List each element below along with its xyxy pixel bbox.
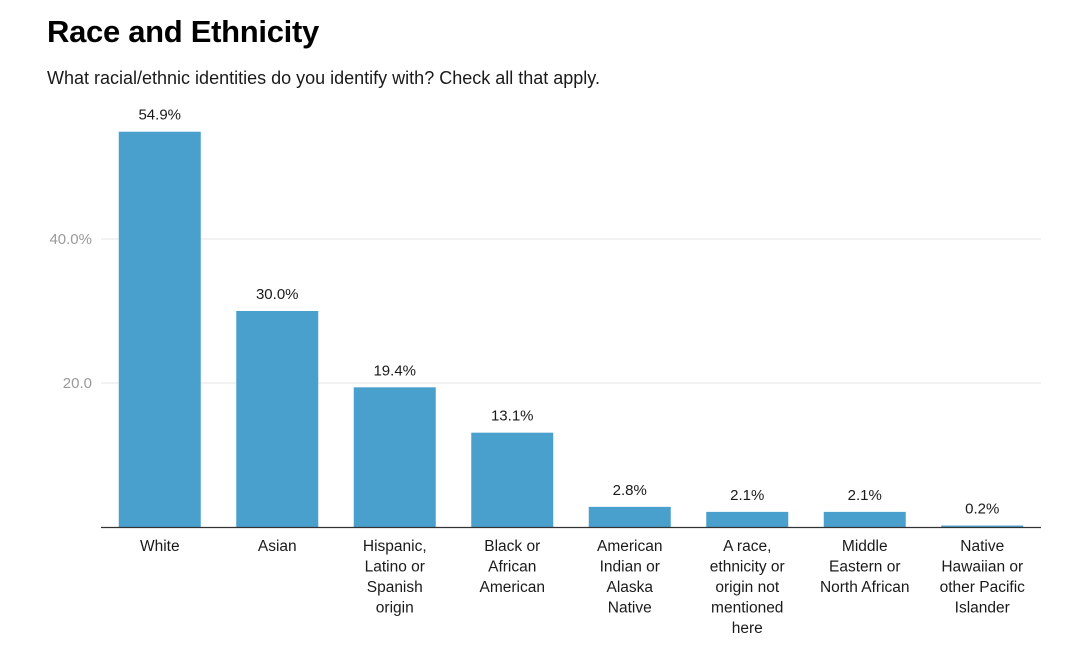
bar [118, 131, 201, 527]
bar [823, 511, 906, 527]
category-label-line: origin not [715, 579, 779, 596]
category-label-line: ethnicity or [710, 559, 785, 576]
category-label-line: Eastern or [829, 559, 901, 576]
category-label-line: Native [608, 600, 652, 617]
y-tick-label: 40.0% [49, 231, 92, 248]
category-label: Black or African American [480, 538, 545, 596]
bar [941, 525, 1024, 527]
bars [118, 131, 1024, 527]
category-label-line: North African [820, 579, 910, 596]
bar [471, 432, 554, 527]
bar [236, 311, 319, 527]
bar [588, 506, 671, 527]
category-label-line: American [597, 538, 662, 555]
category-label: Hispanic, Latino or Spanish origin [363, 538, 427, 617]
category-label-line: A race, [723, 538, 771, 555]
data-label: 30.0% [256, 286, 299, 303]
category-label-line: Hawaiian or [941, 559, 1023, 576]
category-label-line: here [732, 620, 763, 637]
category-label-line: White [140, 538, 180, 555]
data-label: 0.2% [965, 501, 999, 518]
category-label-line: Asian [258, 538, 297, 555]
category-label: Native Hawaiian or other Pacific Islander [940, 538, 1026, 617]
data-label: 2.1% [730, 487, 764, 504]
category-label-line: African [488, 559, 536, 576]
bar [353, 387, 436, 527]
category-label-line: Latino or [365, 559, 425, 576]
data-label: 19.4% [373, 362, 416, 379]
category-label-line: Spanish [367, 579, 423, 596]
category-label: White [140, 538, 180, 555]
data-label: 2.8% [613, 482, 647, 499]
category-label: Middle Eastern or North African [820, 538, 910, 596]
category-label-line: origin [376, 600, 414, 617]
category-label-line: Indian or [600, 559, 660, 576]
category-label-line: Hispanic, [363, 538, 427, 555]
bar [706, 511, 789, 527]
category-label-line: Middle [842, 538, 888, 555]
data-label: 2.1% [848, 487, 882, 504]
category-label-line: Alaska [606, 579, 653, 596]
category-label-line: other Pacific [940, 579, 1026, 596]
category-label: Asian [258, 538, 297, 555]
y-tick-label: 20.0 [63, 375, 92, 392]
category-label-line: Native [960, 538, 1004, 555]
category-label-line: mentioned [711, 600, 783, 617]
chart-subtitle: What racial/ethnic identities do you ide… [47, 68, 600, 88]
category-label-line: Islander [955, 600, 1010, 617]
chart-title: Race and Ethnicity [47, 14, 319, 49]
category-label: American Indian or Alaska Native [597, 538, 662, 617]
data-label: 54.9% [138, 107, 181, 124]
labels: 20.0 40.0% 54.9% White 30.0% Asian 19.4% Hispan… [49, 107, 1025, 637]
category-label-line: Black or [484, 538, 540, 555]
category-label: A race, ethnicity or origin not mentioned he… [710, 538, 785, 637]
data-label: 13.1% [491, 408, 534, 425]
category-label-line: American [480, 579, 545, 596]
